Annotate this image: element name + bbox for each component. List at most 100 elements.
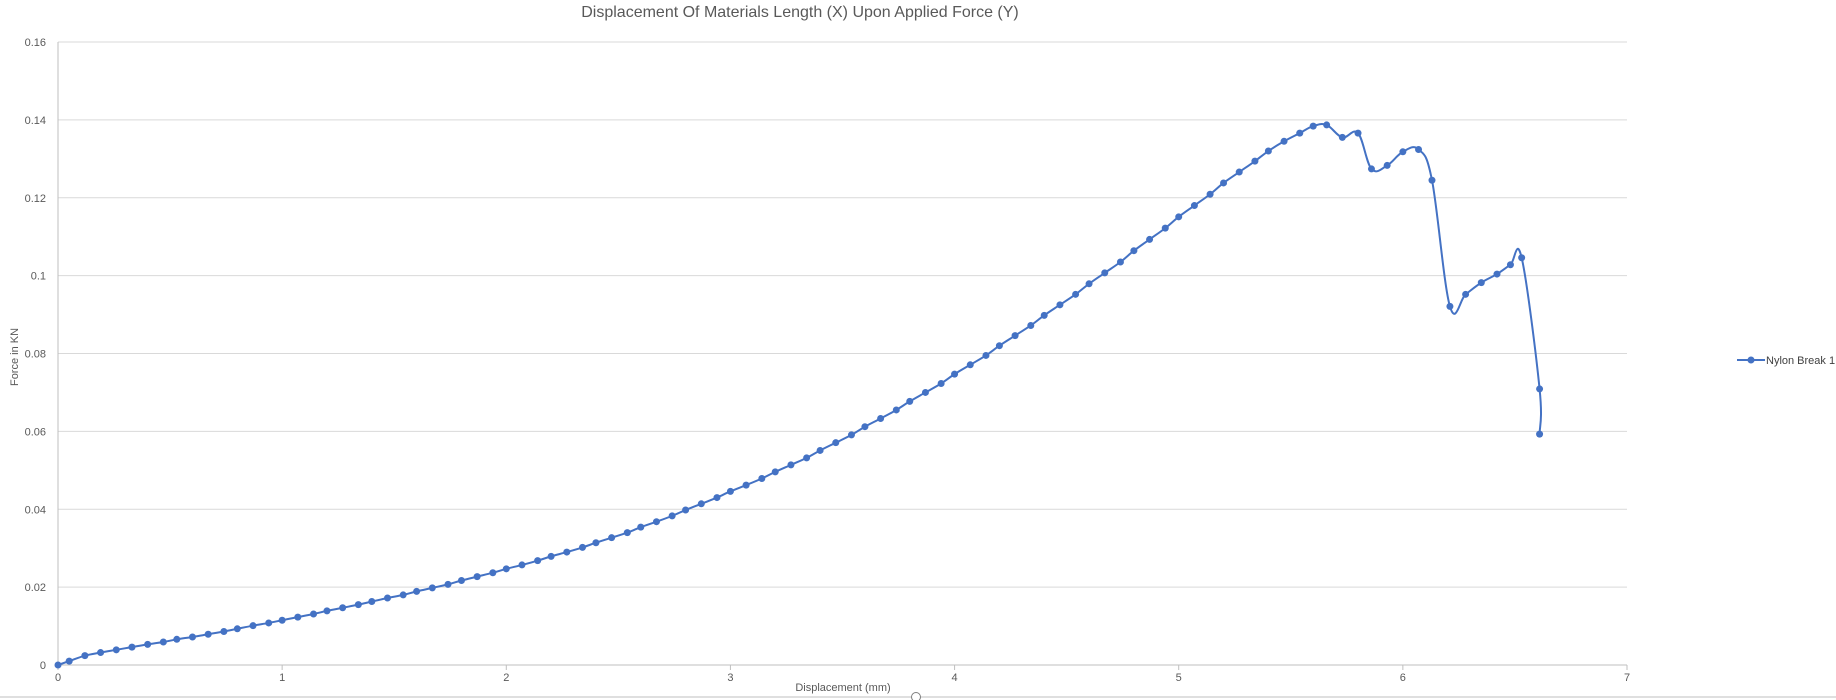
data-point [906,397,914,405]
data-point [54,661,62,669]
series-line-nylon-break-1 [57,123,1542,666]
data-point [787,461,795,469]
data-point [1493,270,1501,278]
x-tick-label: 5 [1176,672,1182,684]
data-point [1428,176,1436,184]
chart-title: Displacement Of Materials Length (X) Upo… [581,4,1019,21]
y-tick-label: 0.08 [25,349,46,361]
data-point [502,565,510,573]
data-point [233,625,241,633]
legend-marker-nylon-break-1 [1747,356,1755,364]
axes [57,42,1628,670]
data-point [547,552,555,560]
data-point [159,638,167,646]
data-point [1027,321,1035,329]
data-point [771,468,779,476]
data-point [444,580,452,588]
data-point [637,523,645,531]
x-tick-label: 3 [727,672,733,684]
data-point [294,613,302,621]
data-point [592,539,600,547]
data-point [623,529,631,537]
data-point [65,657,73,665]
data-point [112,646,120,654]
data-point [1116,258,1124,266]
data-point [173,635,181,643]
data-point [608,534,616,542]
data-point [1206,190,1214,198]
y-tick-label: 0.04 [25,504,46,516]
legend-label-nylon-break-1: Nylon Break 1 [1766,355,1835,367]
data-point [323,607,331,615]
y-tick-label: 0.06 [25,426,46,438]
data-point [1323,121,1331,129]
data-point [1462,290,1470,298]
data-point [668,512,676,520]
y-tick-labels: 0 0.02 0.04 0.06 0.08 0.1 0.12 0.14 0.16 [25,37,46,672]
data-point [310,610,318,618]
series-group [54,121,1544,669]
data-point [1056,301,1064,309]
data-point [1011,332,1019,340]
data-point [1251,157,1259,165]
y-tick-label: 0 [40,660,46,672]
resize-handle[interactable] [911,692,921,700]
data-point [1101,269,1109,277]
y-axis-title: Force in KN [9,328,21,386]
data-point [354,601,362,609]
x-tick-labels: 0 1 2 3 4 5 6 7 [55,672,1630,684]
x-tick-label: 4 [952,672,958,684]
data-point [265,619,273,627]
y-tick-label: 0.12 [25,193,46,205]
data-point [1354,129,1362,137]
data-point [652,518,660,526]
data-point [1235,168,1243,176]
data-point [578,543,586,551]
data-point [1367,165,1375,173]
data-point [1506,261,1514,269]
legend: Nylon Break 1 [1737,355,1835,367]
data-point [1383,161,1391,169]
gridlines [58,41,1627,588]
data-point [966,361,974,369]
data-point [1161,224,1169,232]
data-point [278,616,286,624]
data-point [1130,247,1138,255]
data-point [1220,179,1228,187]
x-tick-label: 6 [1400,672,1406,684]
x-tick-label: 0 [55,672,61,684]
data-point [726,487,734,495]
data-point [697,500,705,508]
data-point [249,622,257,630]
data-point [204,630,212,638]
data-point [97,649,105,657]
x-tick-label: 1 [279,672,285,684]
data-point [758,474,766,482]
data-point [1175,213,1183,221]
data-point [413,587,421,595]
data-point [1085,280,1093,288]
bottom-scrollbar [0,692,1836,700]
data-point [1399,148,1407,156]
data-point [1446,302,1454,310]
data-point [742,481,750,489]
data-point [220,628,228,636]
data-point [877,415,885,423]
data-point [1518,254,1526,262]
data-point [489,569,497,577]
data-point [1296,129,1304,137]
data-point [982,351,990,359]
data-point [188,633,196,641]
data-point [1190,202,1198,210]
y-tick-label: 0.1 [31,271,46,283]
data-point [128,643,136,651]
data-point [1309,122,1317,130]
data-point [368,598,376,606]
data-point [1477,279,1485,287]
data-point [399,591,407,599]
data-point [1415,145,1423,153]
data-point [1146,235,1154,243]
data-point [1536,430,1544,438]
data-point [457,577,465,585]
